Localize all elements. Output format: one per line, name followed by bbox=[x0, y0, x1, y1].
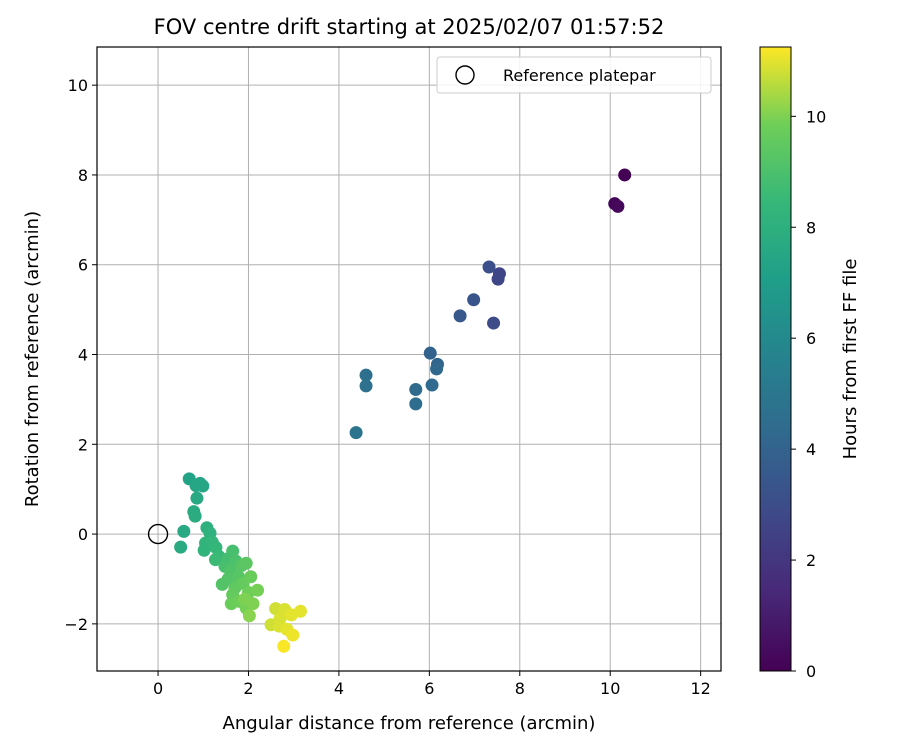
colorbar-tick-label: 4 bbox=[806, 440, 816, 459]
y-tick-label: 2 bbox=[78, 435, 88, 454]
y-axis-label: Rotation from reference (arcmin) bbox=[22, 211, 43, 507]
data-point bbox=[242, 609, 256, 623]
data-point bbox=[239, 556, 253, 570]
colorbar-tick-label: 8 bbox=[806, 218, 816, 237]
data-point bbox=[423, 346, 437, 360]
data-point bbox=[467, 293, 481, 307]
y-tick-label: −2 bbox=[64, 615, 88, 634]
colorbar: 0 2 4 6 8 10 Hours from first FF file bbox=[759, 46, 861, 681]
data-point bbox=[453, 309, 467, 323]
colorbar-tick-label: 0 bbox=[806, 662, 816, 681]
data-point bbox=[349, 426, 363, 440]
data-point bbox=[359, 368, 373, 382]
data-point bbox=[482, 260, 496, 274]
data-point bbox=[174, 540, 188, 554]
data-point bbox=[215, 577, 229, 591]
data-point bbox=[286, 628, 300, 642]
data-point bbox=[425, 378, 439, 392]
data-point bbox=[189, 479, 203, 493]
data-point bbox=[226, 544, 240, 558]
data-point bbox=[611, 199, 625, 213]
data-point bbox=[618, 168, 632, 182]
x-axis-label: Angular distance from reference (arcmin) bbox=[223, 713, 596, 734]
colorbar-tick-label: 2 bbox=[806, 551, 816, 570]
data-point bbox=[208, 553, 222, 567]
x-tick-label: 8 bbox=[515, 679, 525, 698]
data-point bbox=[197, 543, 211, 557]
grid-lines bbox=[97, 47, 721, 671]
legend-reference-marker bbox=[455, 65, 475, 85]
y-tick-label: 4 bbox=[78, 346, 88, 365]
data-point bbox=[190, 491, 204, 505]
colorbar-label: Hours from first FF file bbox=[840, 259, 861, 460]
data-point bbox=[491, 272, 505, 286]
plot-area-frame bbox=[96, 46, 722, 672]
chart-title: FOV centre drift starting at 2025/02/07 … bbox=[154, 15, 665, 39]
data-point bbox=[177, 524, 191, 538]
axis-ticks: 0 2 4 6 8 10 12 −2 0 2 4 6 8 10 bbox=[64, 76, 710, 698]
data-point bbox=[238, 592, 252, 606]
data-point bbox=[409, 397, 423, 411]
data-point bbox=[409, 383, 423, 397]
data-point bbox=[293, 604, 307, 618]
data-point bbox=[188, 509, 202, 523]
x-tick-label: 2 bbox=[243, 679, 253, 698]
data-point bbox=[244, 570, 258, 584]
data-point bbox=[251, 583, 265, 597]
x-tick-label: 4 bbox=[334, 679, 344, 698]
x-tick-label: 6 bbox=[424, 679, 434, 698]
y-tick-label: 0 bbox=[78, 525, 88, 544]
data-point bbox=[359, 379, 373, 393]
reference-platepar-marker bbox=[147, 523, 169, 545]
y-tick-label: 6 bbox=[78, 256, 88, 275]
legend: Reference platepar bbox=[436, 56, 712, 94]
colorbar-tick-label: 6 bbox=[806, 329, 816, 348]
data-point bbox=[430, 362, 444, 376]
legend-entry-label: Reference platepar bbox=[503, 66, 656, 85]
y-tick-label: 8 bbox=[78, 166, 88, 185]
y-tick-label: 10 bbox=[68, 76, 88, 95]
x-tick-label: 12 bbox=[690, 679, 710, 698]
scatter-points bbox=[147, 168, 632, 653]
legend-box bbox=[436, 56, 712, 94]
colorbar-gradient bbox=[759, 46, 792, 672]
data-point bbox=[277, 639, 291, 653]
x-tick-label: 0 bbox=[153, 679, 163, 698]
colorbar-ticks: 0 2 4 6 8 10 bbox=[791, 107, 826, 681]
x-tick-label: 10 bbox=[600, 679, 620, 698]
data-point bbox=[487, 316, 501, 330]
colorbar-tick-label: 10 bbox=[806, 107, 826, 126]
